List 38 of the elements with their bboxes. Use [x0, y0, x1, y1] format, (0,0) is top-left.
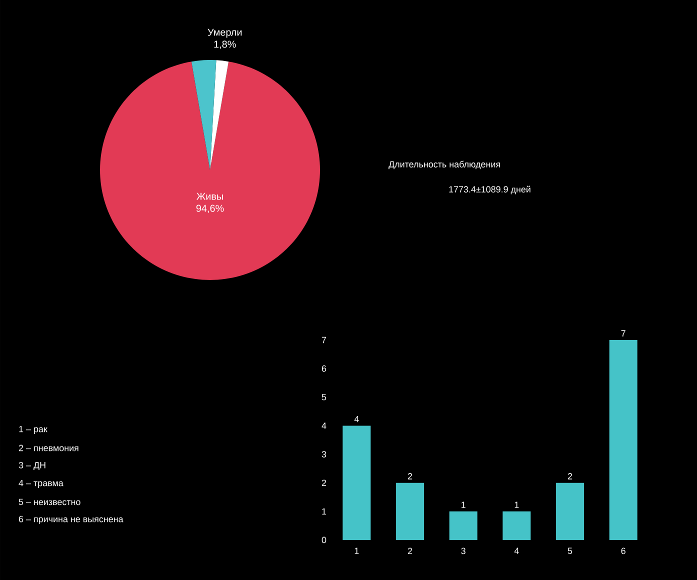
data-label: 94,6% — [196, 204, 224, 214]
bar — [396, 482, 424, 540]
bar — [342, 426, 371, 540]
x-tick-label: 4 — [514, 548, 519, 554]
x-tick-label: 1 — [354, 548, 359, 554]
data-label: 4 — [354, 416, 359, 422]
y-tick-label: 3 — [322, 451, 326, 458]
text: 1 – рак — [19, 426, 48, 434]
text: Длительность наблюдения — [388, 160, 500, 170]
data-label: 1 — [514, 502, 519, 508]
y-tick-label: 2 — [322, 480, 326, 486]
y-tick-label: 5 — [322, 394, 326, 400]
data-label: 1 — [462, 502, 466, 508]
bar — [609, 340, 638, 540]
bar — [449, 511, 478, 540]
data-label: 2 — [408, 473, 412, 480]
bar — [556, 482, 584, 540]
data-label: 1,8% — [214, 40, 236, 49]
bar — [502, 511, 531, 540]
y-tick-label: 4 — [322, 422, 326, 429]
x-tick-label: 5 — [568, 548, 572, 554]
y-tick-label: 1 — [322, 508, 326, 514]
text: 4 – травма — [18, 480, 64, 488]
y-tick-label: 6 — [322, 365, 326, 372]
y-tick-label: 7 — [322, 336, 326, 344]
text: 3 – ДН — [18, 462, 46, 470]
text: 6 – причина не выяснена — [18, 516, 124, 524]
x-tick-label: 2 — [408, 548, 412, 554]
x-tick-label: 3 — [461, 548, 466, 554]
data-label: 7 — [621, 330, 626, 336]
slice-label: Живы — [196, 192, 223, 200]
text: 5 – неизвестно — [18, 498, 80, 506]
text: 1773.4±1089.9 дней — [449, 186, 530, 194]
x-tick-label: 6 — [621, 548, 626, 554]
text: 2 – пневмония — [18, 444, 78, 452]
data-label: 2 — [568, 473, 572, 480]
y-tick-label: 0 — [322, 536, 326, 544]
slice-label: Умерли — [208, 28, 242, 38]
